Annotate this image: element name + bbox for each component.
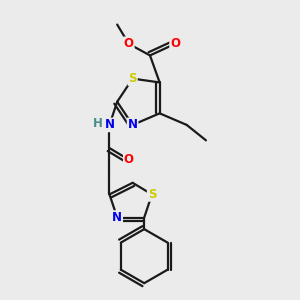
- Text: O: O: [124, 153, 134, 166]
- Text: H: H: [93, 117, 103, 130]
- Text: N: N: [128, 118, 138, 131]
- Text: O: O: [124, 37, 134, 50]
- Text: N: N: [104, 118, 115, 131]
- Text: S: S: [148, 188, 156, 201]
- Text: N: N: [112, 211, 122, 224]
- Text: O: O: [170, 37, 180, 50]
- Text: S: S: [128, 72, 137, 85]
